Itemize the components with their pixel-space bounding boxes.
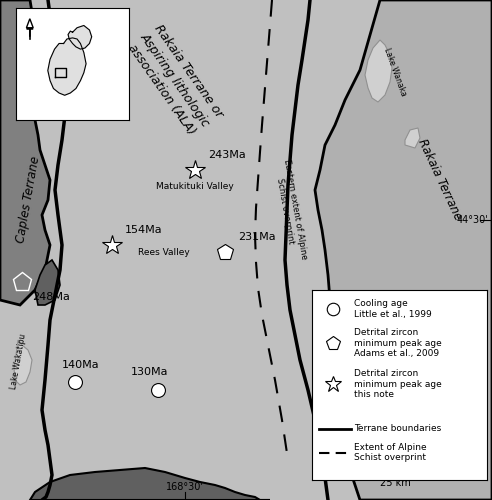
Text: 44°30': 44°30' <box>456 215 488 225</box>
Text: Rakaia Terrane or
Aspiring lithologic
association (ALA): Rakaia Terrane or Aspiring lithologic as… <box>124 22 225 138</box>
Text: 248Ma: 248Ma <box>32 292 70 302</box>
Text: Cooling age
Little et al., 1999: Cooling age Little et al., 1999 <box>354 300 432 318</box>
Polygon shape <box>68 26 92 49</box>
Polygon shape <box>365 40 392 102</box>
Polygon shape <box>14 340 32 385</box>
Text: 25 km: 25 km <box>380 478 410 488</box>
Text: Terrane boundaries: Terrane boundaries <box>354 424 442 433</box>
Text: 130Ma: 130Ma <box>131 367 169 377</box>
Polygon shape <box>0 0 50 305</box>
Text: Caples Terrane: Caples Terrane <box>14 156 42 244</box>
Text: Rees Valley: Rees Valley <box>138 248 190 257</box>
Text: Detrital zircon
minimum peak age
this note: Detrital zircon minimum peak age this no… <box>354 370 442 399</box>
Polygon shape <box>30 468 270 500</box>
Text: Detrital zircon
minimum peak age
Adams et al., 2009: Detrital zircon minimum peak age Adams e… <box>354 328 442 358</box>
Text: 140Ma: 140Ma <box>62 360 99 370</box>
Text: 231Ma: 231Ma <box>238 232 276 242</box>
Text: Lake Wakatipu: Lake Wakatipu <box>9 334 28 390</box>
Polygon shape <box>27 18 33 28</box>
Text: Extent of Alpine
Schist overprint: Extent of Alpine Schist overprint <box>354 443 427 462</box>
Text: 168°30': 168°30' <box>166 482 204 492</box>
Text: Eastern extent of Alpine
Schist overprint: Eastern extent of Alpine Schist overprin… <box>272 158 308 262</box>
Text: Matukituki Valley: Matukituki Valley <box>156 182 234 191</box>
Text: Rakaia Terrane: Rakaia Terrane <box>415 138 464 222</box>
Text: Lake Wanaka: Lake Wanaka <box>382 46 408 98</box>
Polygon shape <box>405 128 420 148</box>
Polygon shape <box>35 260 60 305</box>
Polygon shape <box>315 0 492 500</box>
Text: 243Ma: 243Ma <box>208 150 246 160</box>
Polygon shape <box>48 38 86 95</box>
Text: 154Ma: 154Ma <box>125 225 163 235</box>
